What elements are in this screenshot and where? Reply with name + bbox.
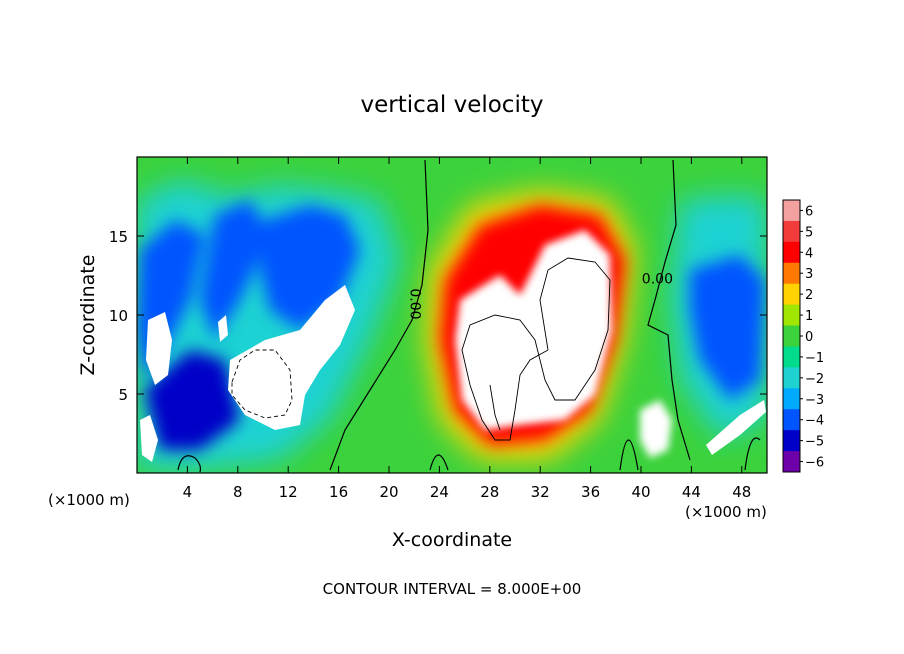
y-tick-label: 5 bbox=[118, 386, 128, 404]
contour-labels: 0.00 0.00 bbox=[406, 271, 673, 319]
chart-title: vertical velocity bbox=[361, 92, 544, 118]
colorbar-label: −3 bbox=[805, 393, 824, 408]
y-tick-label: 15 bbox=[109, 228, 128, 246]
colorbar-label: −2 bbox=[805, 372, 824, 387]
colorbar-swatch bbox=[783, 409, 800, 431]
colorbar-swatch bbox=[783, 367, 800, 389]
colorbar-swatch bbox=[783, 304, 800, 327]
colorbar-label: 5 bbox=[805, 225, 813, 240]
colorbar-label: 1 bbox=[805, 309, 813, 324]
colorbar-label: 3 bbox=[805, 267, 813, 282]
x-tick-label: 16 bbox=[329, 483, 348, 501]
x-unit-right: (×1000 m) bbox=[685, 503, 767, 521]
colorbar: 6 5 4 3 2 1 0 −1 −2 −3 −4 −5 −6 bbox=[782, 199, 824, 473]
y-tick-label: 10 bbox=[109, 307, 128, 325]
colorbar-swatch bbox=[783, 241, 800, 264]
updraft-core-white bbox=[455, 230, 672, 458]
negative-contour bbox=[231, 349, 293, 419]
x-tick-label: 40 bbox=[631, 483, 650, 501]
colorbar-label: 2 bbox=[805, 288, 813, 303]
colorbar-swatch bbox=[783, 451, 800, 473]
colorbar-label: −5 bbox=[805, 435, 824, 450]
x-tick-label: 12 bbox=[279, 483, 298, 501]
colorbar-label: −6 bbox=[805, 456, 824, 471]
colorbar-swatch bbox=[783, 200, 800, 222]
x-tick-label: 28 bbox=[480, 483, 499, 501]
x-tick-label: 24 bbox=[430, 483, 449, 501]
downdraft-bands bbox=[137, 200, 765, 450]
x-tick-label: 48 bbox=[732, 483, 751, 501]
updraft-contours bbox=[461, 257, 611, 441]
plot-area bbox=[137, 157, 767, 473]
y-axis-label: Z-coordinate bbox=[77, 255, 99, 376]
colorbar-label: −4 bbox=[805, 414, 824, 429]
x-unit-left: (×1000 m) bbox=[48, 491, 130, 509]
x-tick-label: 44 bbox=[682, 483, 701, 501]
contour-label: 0.00 bbox=[642, 271, 673, 287]
x-tick-label: 4 bbox=[183, 483, 193, 501]
contour-interval-note: CONTOUR INTERVAL = 8.000E+00 bbox=[323, 580, 582, 598]
x-tick-label: 32 bbox=[531, 483, 550, 501]
colorbar-swatch bbox=[783, 430, 800, 452]
colorbar-label: 0 bbox=[805, 330, 813, 345]
colorbar-swatch bbox=[783, 388, 800, 410]
x-axis-label: X-coordinate bbox=[392, 529, 512, 551]
x-axis: 4 8 12 16 20 24 28 32 36 40 44 48 bbox=[183, 157, 751, 501]
colorbar-label: −1 bbox=[805, 351, 824, 366]
x-tick-label: 20 bbox=[379, 483, 398, 501]
colorbar-swatch bbox=[783, 283, 800, 306]
y-axis: 5 10 15 bbox=[109, 228, 767, 404]
colorbar-label: 6 bbox=[805, 204, 813, 219]
zero-contours bbox=[177, 159, 761, 473]
colorbar-swatch bbox=[783, 346, 800, 368]
contour-label: 0.00 bbox=[406, 288, 422, 319]
colorbar-swatch bbox=[783, 220, 800, 243]
downdraft-white-regions bbox=[140, 285, 766, 462]
x-tick-label: 8 bbox=[233, 483, 243, 501]
colorbar-label: 4 bbox=[805, 246, 813, 261]
x-tick-label: 36 bbox=[581, 483, 600, 501]
colorbar-swatch bbox=[783, 325, 800, 347]
colorbar-swatch bbox=[783, 262, 800, 285]
